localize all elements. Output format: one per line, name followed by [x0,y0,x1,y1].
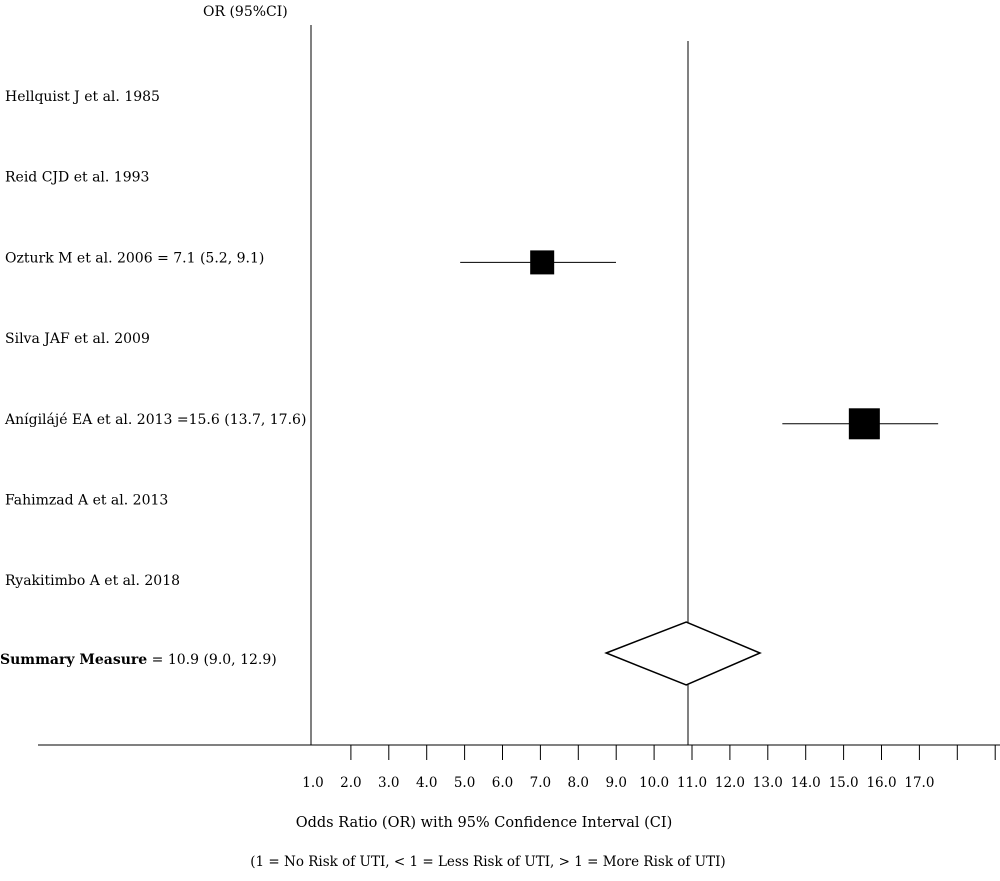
study-label: Hellquist J et al. 1985 [5,89,160,105]
x-tick-label: 11.0 [677,775,707,791]
summary-label-bold: Summary Measure [0,652,147,668]
x-axis-tick-labels: 1.0 2.0 3.0 4.0 5.0 6.0 7.0 8.0 9.0 10.0 11.0 12.0 1… [302,775,934,791]
x-tick-label: 14.0 [791,775,821,791]
x-tick-label: 7.0 [530,775,551,791]
x-tick-label: 9.0 [605,775,626,791]
x-tick-label: 17.0 [904,775,934,791]
x-tick-label: 16.0 [866,775,896,791]
study-markers [460,250,939,440]
x-axis-ticks [350,745,996,760]
x-tick-label: 8.0 [568,775,589,791]
x-tick-label: 15.0 [829,775,859,791]
x-tick-label: 5.0 [454,775,475,791]
x-tick-label: 6.0 [492,775,513,791]
x-tick-label: 10.0 [639,775,669,791]
study-labels: Hellquist J et al. 1985 Reid CJD et al. 1… [4,89,306,589]
x-tick-label: 3.0 [378,775,399,791]
point-estimate-square [848,408,880,440]
study-label: Reid CJD et al. 1993 [5,170,149,186]
study-label: Ozturk M et al. 2006 = 7.1 (5.2, 9.1) [5,250,264,266]
x-tick-label: 12.0 [715,775,745,791]
point-estimate-square [530,250,555,275]
summary-diamond [604,621,762,686]
summary-label: Summary Measure = 10.9 (9.0, 12.9) [0,652,277,668]
summary-label-value: = 10.9 (9.0, 12.9) [147,652,277,668]
x-axis-note: (1 = No Risk of UTI, < 1 = Less Risk of … [250,854,725,870]
x-tick-label: 1.0 [302,775,323,791]
study-label: Anígilájé EA et al. 2013 =15.6 (13.7, 17… [4,412,306,428]
study-label: Silva JAF et al. 2009 [5,331,150,347]
study-label: Fahimzad A et al. 2013 [5,493,168,509]
study-label: Ryakitimbo A et al. 2018 [5,573,180,589]
x-tick-label: 13.0 [753,775,783,791]
x-tick-label: 2.0 [340,775,361,791]
x-axis-title: Odds Ratio (OR) with 95% Confidence Inte… [296,815,673,831]
x-tick-label: 4.0 [416,775,437,791]
column-header: OR (95%CI) [203,4,288,20]
